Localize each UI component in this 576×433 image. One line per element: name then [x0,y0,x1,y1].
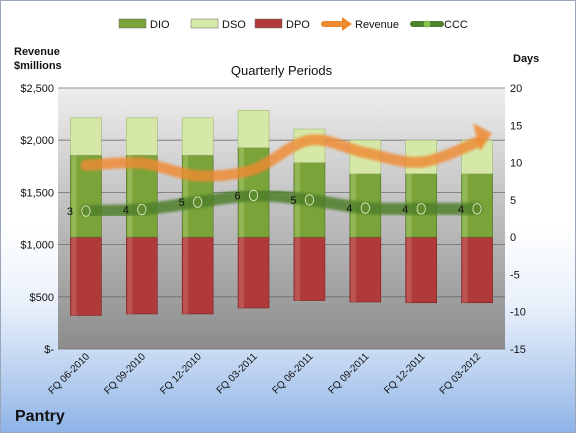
right-tick-label: -5 [510,269,520,281]
ccc-data-label: 4 [346,203,352,215]
right-tick-label: -10 [510,307,526,319]
left-axis-title: Revenue $millions [14,45,62,73]
legend-label: CCC [444,19,468,31]
ccc-point [472,203,482,215]
revenue-arrowhead [473,123,493,152]
bar-dpo-highlight [127,237,133,314]
ccc-point [360,202,370,214]
x-tick-label: FQ 09-2010 [102,351,148,397]
right-tick-label: 0 [510,232,516,244]
ccc-data-label: 5 [179,197,185,209]
ccc-data-label: 3 [67,206,73,218]
ccc-data-label: 5 [290,195,296,207]
right-tick-label: 15 [510,120,522,132]
ccc-data-label: 6 [234,190,240,202]
left-axis-title-line2: $millions [14,60,62,72]
bar-dso [70,117,102,156]
x-tick-label: FQ 12-2011 [382,351,427,396]
bar-dpo-highlight [294,237,300,301]
legend-label: Revenue [355,19,399,31]
bar-dpo-highlight [71,237,77,316]
bar-dio-highlight [183,155,189,238]
legend-swatch-marker [423,20,431,28]
bar-dio-highlight [71,155,77,238]
ccc-point [137,203,147,216]
legend-swatch [118,18,147,29]
legend-label: DSO [222,19,246,31]
bar-dpo-highlight [406,237,412,303]
right-tick-label: 10 [510,158,522,170]
legend-swatch-arrowhead [342,17,352,31]
ccc-data-label: 4 [458,204,464,216]
bar-dso [181,117,214,156]
plot-area [58,88,505,349]
legend-label: DPO [286,19,310,31]
revenue-line [80,134,483,182]
ccc-point [416,203,426,215]
ccc-point [81,205,91,217]
right-tick-label: 5 [510,195,516,207]
ccc-data-label: 4 [402,204,408,216]
x-tick-label: FQ 12-2010 [158,351,204,397]
left-axis-title-line1: Revenue [14,46,60,58]
ccc-data-label: 4 [123,205,129,217]
ccc-line [79,189,484,218]
left-tick-label: $- [44,344,54,356]
left-tick-label: $1,500 [20,187,54,199]
ccc-point [304,194,315,206]
bar-dso [237,110,270,148]
legend-label: DIO [150,19,170,31]
x-tick-label: FQ 03-2012 [438,351,484,397]
bar-dpo-highlight [239,237,245,308]
left-tick-label: $500 [30,292,54,304]
left-tick-label: $1,000 [20,240,54,252]
bar-dpo-highlight [462,237,468,303]
chart-title: Quarterly Periods [231,63,333,78]
ccc-point [248,189,259,201]
x-tick-label: FQ 03-2011 [215,351,260,396]
right-axis-title: Days [513,53,540,65]
legend-swatch [254,18,283,29]
left-tick-label: $2,500 [20,83,54,95]
x-tick-label: FQ 06-2010 [47,351,93,397]
company-name: Pantry [15,408,65,425]
bar-dpo-highlight [350,237,356,303]
x-tick-label: FQ 06-2011 [271,351,316,396]
left-tick-label: $2,000 [20,135,54,147]
ccc-point [193,196,203,208]
bar-dio-highlight [127,155,133,238]
legend-swatch [190,18,219,29]
right-tick-label: -15 [510,344,526,356]
bar-dso [126,117,158,156]
x-tick-label: FQ 09-2011 [326,351,371,396]
bar-dpo-highlight [183,237,189,314]
right-tick-label: 20 [510,83,522,95]
